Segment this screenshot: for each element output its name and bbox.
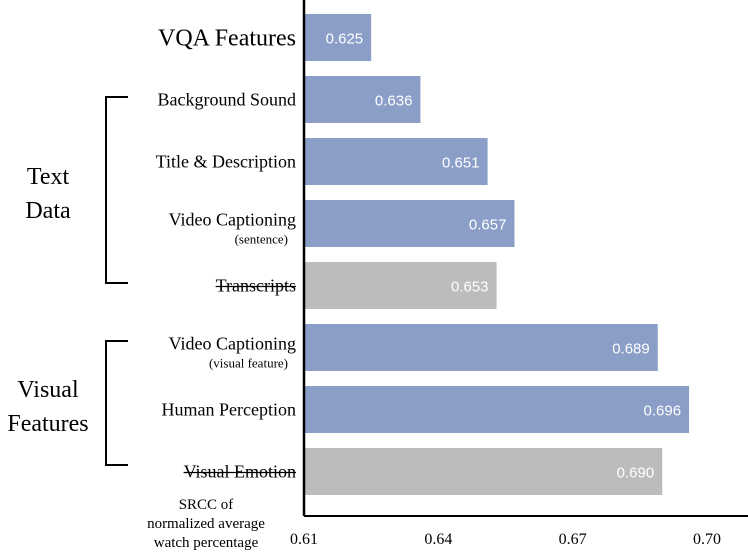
bar-5 bbox=[304, 324, 658, 371]
bar-value-label-2: 0.651 bbox=[442, 155, 480, 172]
category-label-0: VQA Features bbox=[158, 26, 296, 52]
group-label-0-0: Text bbox=[27, 164, 70, 190]
category-label-4: Transcripts bbox=[216, 276, 296, 296]
x-tick-label-0: 0.61 bbox=[290, 531, 318, 548]
bar-0 bbox=[304, 14, 372, 61]
category-label-7: Visual Emotion bbox=[184, 462, 296, 482]
bar-value-label-5: 0.689 bbox=[612, 341, 650, 358]
x-axis-title-line-1: normalized average bbox=[147, 516, 265, 532]
bar-value-label-3: 0.657 bbox=[469, 217, 507, 234]
category-label-6: Human Perception bbox=[162, 400, 296, 420]
x-tick-label-3: 0.70 bbox=[693, 531, 721, 548]
category-label-1: Background Sound bbox=[158, 90, 297, 110]
group-label-1-0: Visual bbox=[17, 377, 79, 403]
bar-6 bbox=[304, 386, 690, 433]
category-sublabel-5: (visual feature) bbox=[209, 356, 288, 371]
bar-value-label-4: 0.653 bbox=[451, 279, 489, 296]
category-label-3: Video Captioning bbox=[169, 210, 296, 230]
category-label-2: Title & Description bbox=[156, 152, 296, 172]
group-bracket-1 bbox=[105, 340, 128, 466]
category-label-5: Video Captioning bbox=[169, 334, 296, 354]
x-axis-title-line-0: SRCC of bbox=[179, 497, 234, 513]
group-bracket-0 bbox=[105, 96, 128, 284]
group-label-1-1: Features bbox=[7, 411, 88, 437]
bar-2 bbox=[304, 138, 488, 185]
bar-value-label-0: 0.625 bbox=[326, 31, 364, 48]
bar-1 bbox=[304, 76, 421, 123]
category-sublabel-3: (sentence) bbox=[235, 232, 288, 247]
bar-value-label-1: 0.636 bbox=[375, 93, 413, 110]
bar-value-label-6: 0.696 bbox=[644, 403, 682, 420]
bar-7 bbox=[304, 448, 663, 495]
x-tick-label-1: 0.64 bbox=[424, 531, 452, 548]
bar-value-label-7: 0.690 bbox=[617, 465, 655, 482]
bar-4 bbox=[304, 262, 497, 309]
x-axis-title-line-2: watch percentage bbox=[154, 535, 259, 551]
group-label-0-1: Data bbox=[25, 198, 71, 224]
bar-3 bbox=[304, 200, 515, 247]
x-tick-label-2: 0.67 bbox=[559, 531, 587, 548]
